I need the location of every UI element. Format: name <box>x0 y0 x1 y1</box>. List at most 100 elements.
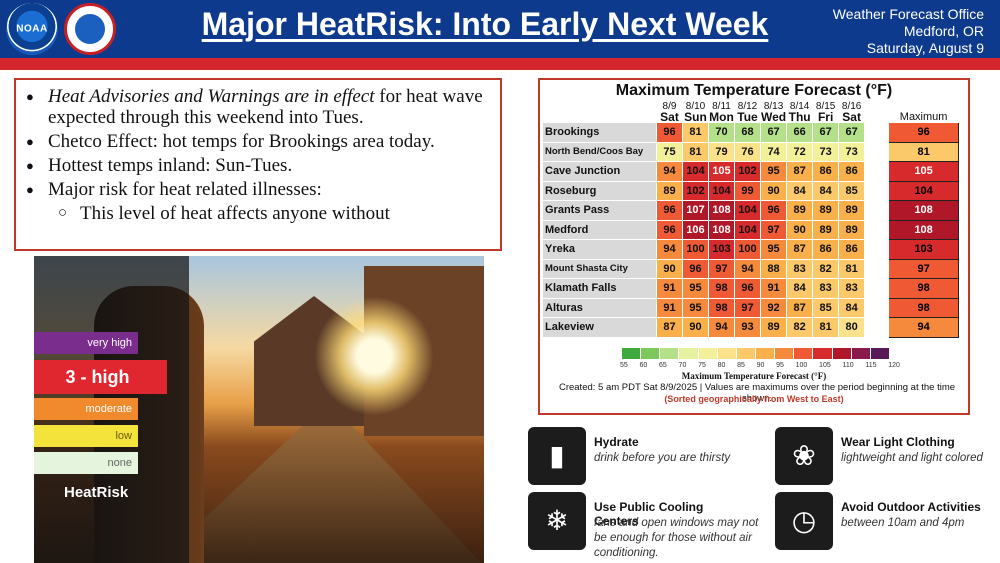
heat-street-photo: very high 3 - high moderate low none Hea… <box>34 256 484 563</box>
heatrisk-low: low <box>34 425 138 447</box>
forecast-title: Maximum Temperature Forecast (°F) <box>615 82 893 99</box>
temp-cell: 86 <box>838 161 866 182</box>
heatrisk-high: 3 - high <box>34 360 167 394</box>
max-cell: 103 <box>888 239 960 260</box>
tip-light-clothing: ❀ Wear Light Clothing lightweight and li… <box>775 427 995 489</box>
scale-swatch <box>622 348 642 359</box>
temp-cell: 80 <box>838 317 866 338</box>
city-name: Alturas <box>542 297 657 318</box>
temp-cell: 90 <box>656 258 683 279</box>
max-cell: 96 <box>888 122 960 143</box>
bullet-3: Hottest temps inland: Sun-Tues. <box>26 155 490 176</box>
temp-cell: 104 <box>682 161 709 182</box>
temp-cell: 94 <box>656 161 683 182</box>
temp-cell: 104 <box>734 200 761 221</box>
scale-tick: 65 <box>659 362 667 369</box>
temp-cell: 86 <box>812 161 840 182</box>
city-name: Klamath Falls <box>542 278 657 299</box>
city-name: Grants Pass <box>542 200 657 221</box>
table-row: Grants Pass 96 107 108 104 96 89 89 89 108 <box>542 200 960 221</box>
temp-cell: 67 <box>812 122 840 143</box>
office-location: Medford, OR <box>903 23 984 39</box>
scale-swatch <box>717 348 737 359</box>
nws-logo <box>64 3 116 55</box>
max-cell: 97 <box>888 258 960 279</box>
max-cell: 81 <box>888 141 960 162</box>
city-name: Mount Shasta City <box>542 258 657 279</box>
temp-cell: 105 <box>708 161 735 182</box>
temp-cell: 81 <box>682 141 709 162</box>
temp-cell: 96 <box>656 200 683 221</box>
table-row: Mount Shasta City 90 96 97 94 88 83 82 81 97 <box>542 258 960 279</box>
temp-cell: 95 <box>759 161 788 182</box>
temp-cell: 89 <box>656 180 683 201</box>
bullet-4: Major risk for heat related illnesses: <box>26 179 490 200</box>
temp-cell: 74 <box>759 141 788 162</box>
temp-cell: 87 <box>786 297 814 318</box>
temp-cell: 75 <box>656 141 683 162</box>
max-cell: 105 <box>888 161 960 182</box>
temp-cell: 97 <box>734 297 761 318</box>
temp-cell: 79 <box>708 141 735 162</box>
temp-cell: 95 <box>682 278 709 299</box>
sun-glare <box>314 296 434 416</box>
temp-cell: 81 <box>812 317 840 338</box>
temp-cell: 85 <box>812 297 840 318</box>
temp-cell: 94 <box>656 239 683 260</box>
scale-swatch <box>641 348 661 359</box>
temp-cell: 95 <box>759 239 788 260</box>
temp-cell: 84 <box>812 180 840 201</box>
temp-cell: 87 <box>786 161 814 182</box>
temp-cell: 96 <box>759 200 788 221</box>
max-cell: 104 <box>888 180 960 201</box>
max-cell: 98 <box>888 278 960 299</box>
scale-tick: 95 <box>776 362 784 369</box>
temp-cell: 90 <box>786 219 814 240</box>
scale-swatch <box>870 348 890 359</box>
temp-cell: 76 <box>734 141 761 162</box>
temp-cell: 99 <box>734 180 761 201</box>
tip-hydrate: ▮ Hydrate drink before you are thirsty <box>528 427 748 489</box>
temp-cell: 70 <box>708 122 735 143</box>
forecast-header-row: 8/9 Sat 8/10 Sun 8/11 Mon 8/12 Tue 8/13 Wed 8/14 Th… <box>542 101 960 123</box>
city-name: Medford <box>542 219 657 240</box>
temp-cell: 90 <box>682 317 709 338</box>
temp-cell: 103 <box>708 239 735 260</box>
scale-tick: 120 <box>888 362 900 369</box>
scale-tick: 70 <box>678 362 687 369</box>
scale-tick: 80 <box>717 362 726 369</box>
temp-cell: 107 <box>682 200 709 221</box>
clock-icon: ◷ <box>775 492 833 550</box>
scale-tick: 55 <box>620 362 628 369</box>
max-cell: 108 <box>888 219 960 240</box>
temp-cell: 84 <box>786 180 814 201</box>
temp-cell: 102 <box>734 161 761 182</box>
temp-cell: 91 <box>759 278 788 299</box>
city-name: Brookings <box>542 122 657 143</box>
temp-cell: 89 <box>812 219 840 240</box>
scale-tick: 105 <box>819 362 831 369</box>
temp-cell: 81 <box>838 258 866 279</box>
sorted-note: (Sorted geographically from West to East… <box>664 394 844 404</box>
city-header <box>542 101 657 123</box>
temp-cell: 108 <box>708 219 735 240</box>
table-row: Yreka 94 100 103 100 95 87 86 86 103 <box>542 239 960 260</box>
temp-cell: 91 <box>656 278 683 299</box>
city-name: Yreka <box>542 239 657 260</box>
max-cell: 108 <box>888 200 960 221</box>
spacer <box>864 101 890 123</box>
temp-cell: 100 <box>734 239 761 260</box>
table-row: Cave Junction 94 104 105 102 95 87 86 86 105 <box>542 161 960 182</box>
temp-cell: 92 <box>759 297 788 318</box>
scale-swatch <box>736 348 756 359</box>
temp-cell: 89 <box>838 219 866 240</box>
heatrisk-label: HeatRisk <box>64 484 129 501</box>
nws-emblem-icon <box>75 14 105 44</box>
scale-tick: 115 <box>865 362 877 369</box>
scale-tick: 110 <box>842 362 854 369</box>
temp-cell: 87 <box>786 239 814 260</box>
temp-cell: 81 <box>682 122 709 143</box>
temp-cell: 89 <box>786 200 814 221</box>
scale-label: Maximum Temperature Forecast (°F) <box>681 371 827 381</box>
page-title: Major HeatRisk: Into Early Next Week <box>201 6 769 42</box>
